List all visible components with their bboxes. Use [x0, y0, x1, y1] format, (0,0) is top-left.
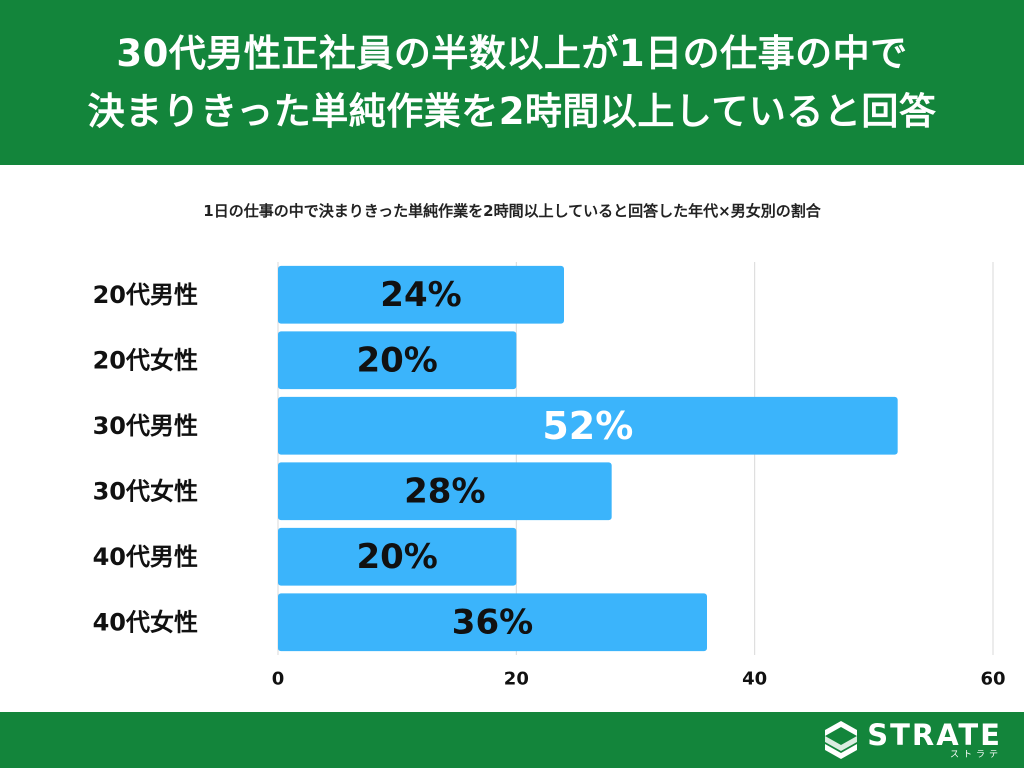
category-label-5: 40代女性	[93, 608, 198, 636]
bar-value-label-5: 36%	[452, 602, 533, 642]
logo-subtext: ストラテ	[949, 750, 1002, 760]
bar-3	[278, 462, 612, 521]
bar-4	[278, 527, 517, 586]
bar-value-label-1: 20%	[356, 340, 437, 380]
category-label-2: 30代男性	[93, 412, 198, 440]
strate-logo: STRATE ストラテ	[823, 719, 1002, 760]
bar-0	[278, 265, 564, 324]
bar-value-label-4: 20%	[356, 537, 437, 577]
x-tick-label-3: 60	[980, 669, 1005, 690]
x-tick-label-2: 40	[742, 669, 767, 690]
chart-title: 1日の仕事の中で決まりきった単純作業を2時間以上していると回答した年代×男女別の…	[203, 202, 821, 220]
logo-wordmark: STRATE	[867, 718, 1002, 752]
footer-bar: STRATE ストラテ	[0, 712, 1024, 768]
title-banner: 30代男性正社員の半数以上が1日の仕事の中で 決まりきった単純作業を2時間以上し…	[0, 0, 1024, 165]
title-line-1: 30代男性正社員の半数以上が1日の仕事の中で	[116, 31, 908, 75]
strate-logo-mark-icon	[825, 720, 858, 759]
bar-value-label-2: 52%	[542, 404, 633, 448]
category-label-0: 20代男性	[93, 281, 198, 309]
category-label-1: 20代女性	[93, 346, 198, 374]
category-label-4: 40代男性	[93, 543, 198, 571]
title-line-2: 決まりきった単純作業を2時間以上していると回答	[87, 89, 937, 133]
bar-1	[278, 331, 517, 390]
bar-value-label-0: 24%	[380, 275, 461, 315]
bar-chart: 24% 20代男性 20% 20代女性 52% 30代男性 28% 30代女性 20% 40代男性…	[93, 262, 1006, 690]
x-tick-label-1: 20	[504, 669, 529, 690]
bar-5	[278, 593, 707, 652]
bar-value-label-3: 28%	[404, 471, 485, 511]
bar-2	[278, 396, 898, 455]
x-tick-label-0: 0	[272, 669, 285, 690]
category-label-3: 30代女性	[93, 477, 198, 505]
